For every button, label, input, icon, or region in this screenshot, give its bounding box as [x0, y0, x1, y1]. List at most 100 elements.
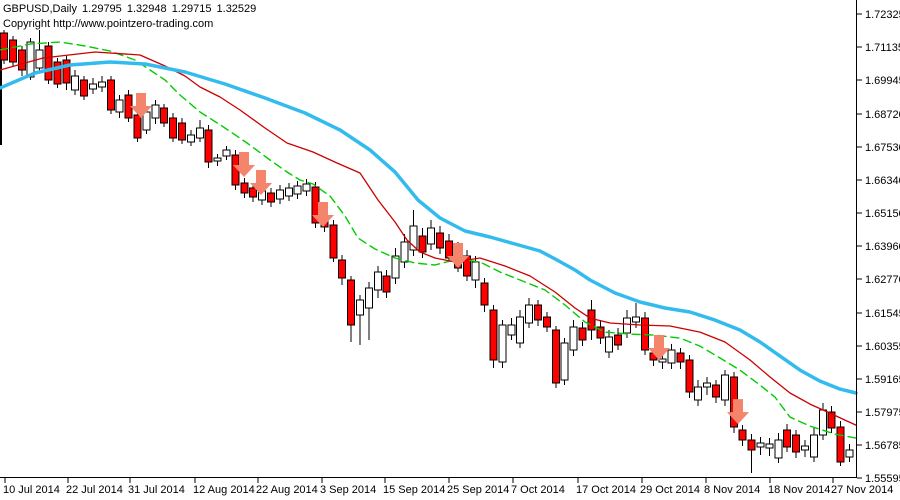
- x-axis-label: 22 Jul 2014: [66, 484, 123, 496]
- candle-bullish: [427, 227, 436, 245]
- y-axis-label: 1.56785: [865, 440, 900, 452]
- x-axis-label: 18 Nov 2014: [768, 484, 830, 496]
- sell-arrow-icon: [250, 170, 272, 195]
- y-axis-label: 1.63960: [865, 241, 900, 253]
- candle-bullish: [774, 439, 783, 459]
- candle-bullish: [623, 317, 631, 334]
- sell-arrow-icon: [312, 202, 334, 227]
- x-axis-label: 22 Aug 2014: [256, 484, 318, 496]
- candle-bearish: [712, 384, 720, 398]
- candle-bullish: [720, 374, 729, 401]
- candle-bullish: [293, 185, 302, 195]
- chart-header: GBPUSD,Daily 1.29795 1.32948 1.29715 1.3…: [3, 2, 258, 32]
- candle-bullish: [284, 187, 293, 197]
- candle-bullish: [525, 304, 534, 324]
- y-axis-label: 1.65150: [865, 208, 900, 220]
- x-axis-label: 15 Sep 2014: [383, 484, 445, 496]
- candle-bearish: [827, 411, 836, 429]
- slow-ma-blue-line: [0, 60, 858, 395]
- candle-bearish: [445, 240, 453, 259]
- x-axis-label: 10 Jul 2014: [3, 484, 60, 496]
- candle-bullish: [151, 104, 160, 119]
- y-axis-label: 1.57975: [865, 407, 900, 419]
- x-axis-label: 12 Aug 2014: [193, 484, 255, 496]
- copyright-line: Copyright http://www.pointzero-trading.c…: [3, 18, 214, 30]
- candle-bullish: [373, 271, 382, 291]
- candle-bullish: [605, 336, 614, 353]
- candle-bullish: [222, 149, 231, 157]
- candle-bearish: [792, 434, 801, 453]
- sell-arrow-icon: [130, 93, 152, 118]
- candle-bearish: [338, 259, 347, 279]
- candle-bullish: [560, 342, 569, 381]
- candle-bearish: [178, 122, 186, 141]
- candle-bullish: [89, 83, 97, 90]
- y-axis-label: 1.55595: [865, 473, 900, 485]
- candle-bearish: [534, 304, 542, 321]
- candle-bearish: [551, 329, 560, 384]
- candle-bullish: [703, 382, 712, 388]
- x-axis-label: 31 Jul 2014: [128, 484, 185, 496]
- candle-bullish: [356, 299, 364, 316]
- candle-bearish: [80, 79, 89, 97]
- candle-bearish: [240, 182, 249, 194]
- sell-arrow-icon: [648, 335, 670, 360]
- candle-bearish: [0, 32, 8, 61]
- mid-ma-red-line: [0, 51, 857, 426]
- candle-bullish: [195, 127, 204, 139]
- candle-bullish: [275, 189, 284, 200]
- candle-bullish: [364, 287, 373, 309]
- symbol-ohlc-line: GBPUSD,Daily 1.29795 1.32948 1.29715 1.3…: [3, 2, 258, 17]
- candle-bearish: [169, 117, 178, 139]
- candle-bearish: [747, 439, 756, 451]
- candle-bearish: [614, 334, 623, 346]
- x-axis-label: 8 Nov 2014: [704, 484, 760, 496]
- candle-bearish: [347, 279, 356, 326]
- candle-bearish: [62, 59, 71, 84]
- candle-bearish: [418, 235, 427, 253]
- candle-bearish: [8, 39, 17, 63]
- candle-bearish: [106, 79, 115, 111]
- candle-bearish: [53, 61, 62, 85]
- candle-bullish: [498, 324, 507, 363]
- candle-bullish: [213, 157, 222, 162]
- clipped-candle-remnant: [0, 55, 2, 145]
- sell-arrow-icon: [447, 243, 469, 268]
- candle-bullish: [631, 316, 640, 323]
- sell-arrow-icon: [233, 152, 255, 177]
- x-axis-label: 7 Oct 2014: [511, 484, 565, 496]
- candle-bearish: [836, 426, 845, 463]
- candle-bearish: [542, 316, 551, 328]
- candle-bearish: [44, 45, 53, 81]
- quote-low: 1.29715: [171, 3, 212, 15]
- candle-bullish: [694, 386, 703, 401]
- y-axis-label: 1.69945: [865, 75, 900, 87]
- candle-bearish: [578, 327, 587, 341]
- candle-bearish: [133, 114, 142, 139]
- candle-bearish: [480, 282, 489, 306]
- candle-bullish: [765, 443, 774, 449]
- sell-arrow-icon: [727, 399, 749, 425]
- y-axis-label: 1.66340: [865, 175, 900, 187]
- candle-bullish: [516, 316, 525, 344]
- candle-bearish: [596, 326, 605, 339]
- candle-bearish: [738, 429, 747, 441]
- candle-bullish: [756, 442, 765, 448]
- candle-bearish: [160, 107, 169, 124]
- candle-bullish: [186, 134, 195, 143]
- candle-bullish: [391, 255, 400, 279]
- x-axis-label: 17 Oct 2014: [576, 484, 636, 496]
- candle-bearish: [329, 224, 338, 259]
- candle-bullish: [97, 81, 106, 88]
- fast-ma-green-line: [0, 41, 857, 439]
- candle-bearish: [685, 359, 694, 393]
- candle-bearish: [436, 232, 445, 249]
- candle-bullish: [658, 358, 667, 363]
- candle-bearish: [17, 49, 26, 71]
- x-axis-label: 27 Nov 2014: [831, 484, 893, 496]
- y-axis-label: 1.59165: [865, 374, 900, 386]
- candle-bullish: [471, 261, 480, 281]
- y-axis-label: 1.72325: [865, 9, 900, 21]
